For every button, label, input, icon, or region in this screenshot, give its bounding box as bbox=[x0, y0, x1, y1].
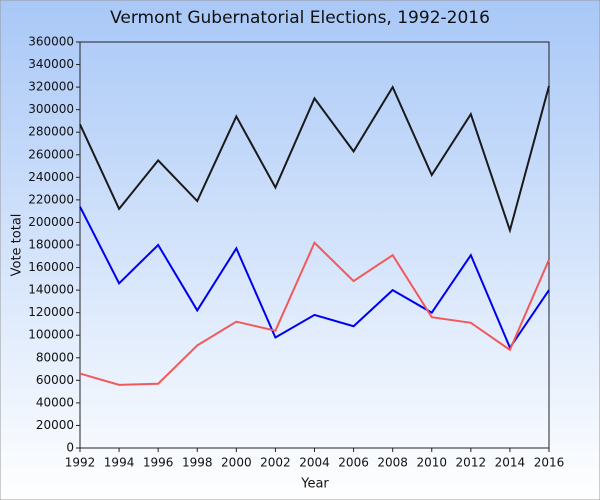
y-tick-label: 120000 bbox=[28, 305, 74, 319]
chart-title: Vermont Gubernatorial Elections, 1992-20… bbox=[110, 8, 490, 28]
x-tick-label: 2004 bbox=[299, 456, 330, 470]
x-tick-label: 1994 bbox=[104, 456, 135, 470]
x-tick-label: 2014 bbox=[495, 456, 526, 470]
y-tick-label: 260000 bbox=[28, 147, 74, 161]
x-tick-label: 2008 bbox=[377, 456, 408, 470]
y-tick-label: 220000 bbox=[28, 192, 74, 206]
y-tick-label: 300000 bbox=[28, 102, 74, 116]
y-tick-label: 80000 bbox=[36, 350, 74, 364]
x-tick-label: 2002 bbox=[260, 456, 291, 470]
series-line bbox=[79, 206, 550, 350]
y-tick-label: 20000 bbox=[36, 418, 74, 432]
y-tick-label: 320000 bbox=[28, 80, 74, 94]
y-tick-label: 40000 bbox=[36, 395, 74, 409]
x-tick-label: 2012 bbox=[456, 456, 487, 470]
series-line bbox=[79, 241, 550, 386]
y-tick-label: 160000 bbox=[28, 260, 74, 274]
y-tick-label: 280000 bbox=[28, 125, 74, 139]
y-axis-label: Vote total bbox=[10, 214, 25, 277]
y-tick-label: 0 bbox=[66, 441, 74, 455]
y-tick-label: 340000 bbox=[28, 57, 74, 71]
x-tick-label: 2010 bbox=[416, 456, 447, 470]
y-tick-label: 100000 bbox=[28, 328, 74, 342]
x-tick-label: 1992 bbox=[65, 456, 96, 470]
y-tick-label: 240000 bbox=[28, 170, 74, 184]
x-tick-label: 1996 bbox=[143, 456, 174, 470]
series-line bbox=[79, 84, 550, 234]
y-tick-label: 180000 bbox=[28, 238, 74, 252]
x-tick-label: 2006 bbox=[338, 456, 369, 470]
y-tick-label: 360000 bbox=[28, 35, 74, 49]
y-tick-label: 140000 bbox=[28, 283, 74, 297]
x-axis-label: Year bbox=[300, 477, 329, 492]
x-tick-label: 2000 bbox=[221, 456, 252, 470]
y-tick-label: 60000 bbox=[36, 373, 74, 387]
x-tick-label: 2016 bbox=[534, 456, 565, 470]
y-tick-label: 200000 bbox=[28, 215, 74, 229]
x-tick-label: 1998 bbox=[182, 456, 213, 470]
